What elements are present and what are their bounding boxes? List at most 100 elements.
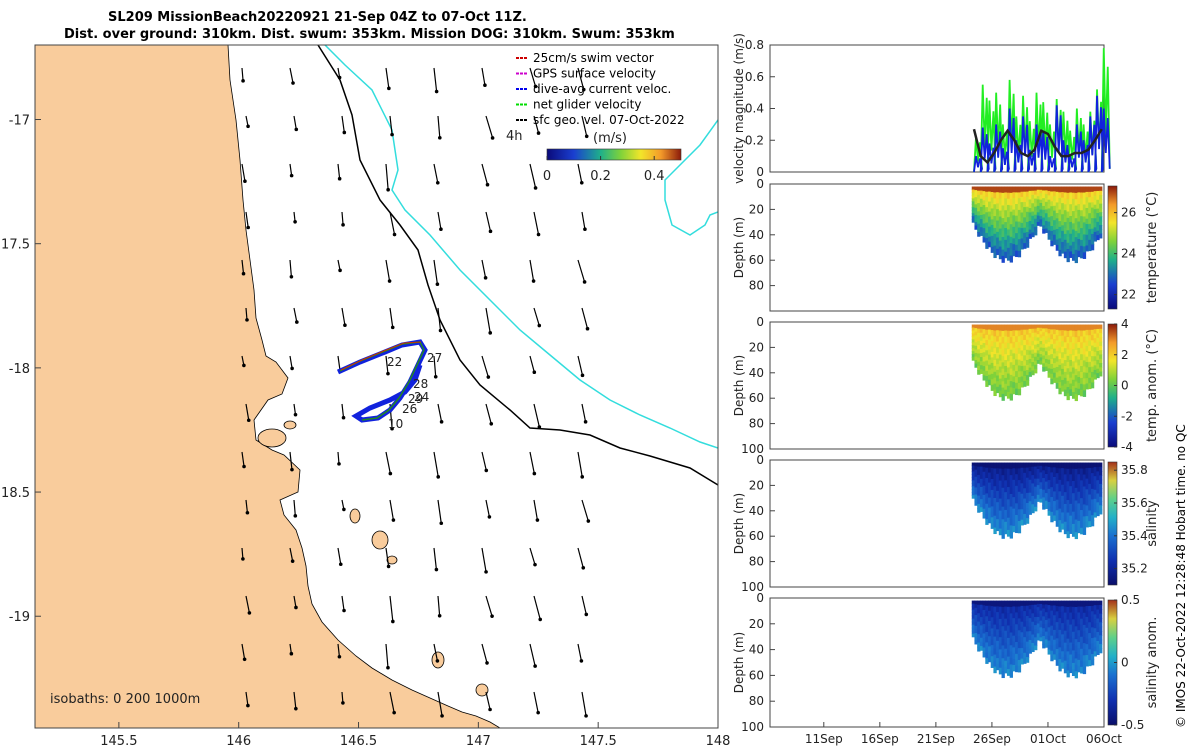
velocity-vector <box>433 259 438 285</box>
velocity-vector-head <box>293 412 298 417</box>
heatmap-cell <box>1050 230 1054 237</box>
y-tick-label: 80 <box>749 694 764 708</box>
heatmap-cell <box>1058 647 1062 654</box>
heatmap-cell <box>1069 324 1073 332</box>
heatmap-cell <box>987 191 992 198</box>
heatmap-cell <box>982 347 986 353</box>
velocity-vector <box>289 355 293 369</box>
heatmap-cell <box>1042 643 1046 649</box>
heatmap-cell <box>1001 619 1005 627</box>
heatmap-cell <box>1012 618 1016 625</box>
velocity-vector <box>337 547 342 565</box>
heatmap-cell <box>1050 462 1054 469</box>
heatmap-cell <box>1020 642 1024 649</box>
heatmap-cell <box>1034 604 1038 610</box>
heatmap-cell <box>1071 468 1076 476</box>
heatmap-cell <box>993 210 997 217</box>
heatmap-cell <box>1074 368 1078 376</box>
heatmap-cell <box>1080 666 1084 674</box>
heatmap-cell <box>1088 361 1092 368</box>
heatmap-cell <box>1077 515 1081 522</box>
heatmap-cell <box>1050 225 1054 232</box>
velocity-vector-head <box>579 180 584 185</box>
heatmap-cell <box>1042 340 1046 345</box>
heatmap-cell <box>1015 336 1019 343</box>
heatmap-cell <box>1034 641 1038 647</box>
heatmap-cell <box>1009 236 1013 244</box>
heatmap-cell <box>1069 233 1073 241</box>
velocity-vector-head <box>536 232 541 237</box>
heatmap-cell <box>1063 186 1068 194</box>
heatmap-cell <box>1012 647 1016 654</box>
heatmap-cell <box>1025 610 1030 617</box>
heatmap-cell <box>1042 221 1046 226</box>
heatmap-cell <box>1069 624 1073 632</box>
time-marker-label: 4h <box>506 129 523 144</box>
heatmap-cell <box>1085 378 1089 385</box>
heatmap-cell <box>1069 648 1073 656</box>
heatmap-cell <box>1099 190 1103 196</box>
heatmap-cell <box>974 640 978 645</box>
heatmap-cell <box>1066 349 1070 357</box>
heatmap-cell <box>982 237 986 243</box>
heatmap-cell <box>1006 349 1011 356</box>
y-tick-label: 40 <box>749 504 764 518</box>
heatmap-cell <box>1015 520 1019 528</box>
heatmap-cell <box>1061 634 1065 641</box>
heatmap-cell <box>1009 381 1013 388</box>
heatmap-cell <box>1090 643 1095 650</box>
heatmap-cell <box>1096 609 1100 615</box>
heatmap-cell <box>998 390 1003 398</box>
heatmap-cell <box>1001 481 1005 489</box>
heatmap-cell <box>1074 506 1078 514</box>
heatmap-cell <box>971 210 976 214</box>
heatmap-cell <box>1001 500 1005 508</box>
heatmap-cell <box>977 332 981 338</box>
heatmap-cell <box>1044 328 1049 333</box>
heatmap-cell <box>1085 500 1089 507</box>
heatmap-cell <box>1061 517 1065 525</box>
velocity-vector-head <box>343 323 347 327</box>
heatmap-cell <box>1085 467 1089 474</box>
velocity-vector-head <box>246 225 250 230</box>
heatmap-cell <box>1088 383 1092 390</box>
heatmap-cell <box>1096 373 1100 379</box>
velocity-vector-head <box>440 714 444 718</box>
heatmap-cell <box>1017 198 1022 205</box>
heatmap-cell <box>1017 336 1022 343</box>
velocity-vector-head <box>342 130 347 135</box>
heatmap-cell <box>979 507 984 512</box>
heatmap-cell <box>990 368 995 375</box>
heatmap-cell <box>1093 186 1097 192</box>
velocity-vector <box>289 163 293 176</box>
heatmap-cell <box>1088 643 1092 650</box>
heatmap-cell <box>1020 324 1024 331</box>
heatmap-cell <box>1031 324 1035 330</box>
heatmap-cell <box>1012 353 1016 360</box>
heatmap-cell <box>1071 355 1076 362</box>
heatmap-cell <box>1090 233 1095 240</box>
heatmap-cell <box>1015 388 1019 396</box>
heatmap-cell <box>971 219 976 223</box>
heatmap-cell <box>1099 505 1103 511</box>
heatmap-cell <box>1061 324 1065 331</box>
heatmap-cell <box>1004 666 1008 674</box>
heatmap-cell <box>993 324 997 332</box>
heatmap-cell <box>1001 230 1005 238</box>
heatmap-cell <box>1012 479 1016 487</box>
heatmap-cell <box>1025 631 1030 638</box>
y-tick-label: 60 <box>749 253 764 267</box>
heatmap-cell <box>1004 210 1008 217</box>
heatmap-cell <box>1093 204 1097 210</box>
heatmap-cell <box>1050 373 1054 380</box>
heatmap-cell <box>1034 621 1038 626</box>
heatmap-cell <box>993 251 997 259</box>
heatmap-cell <box>1012 508 1016 515</box>
heatmap-cell <box>1093 462 1097 468</box>
heatmap-cell <box>1099 466 1103 472</box>
heatmap-cell <box>1058 664 1062 672</box>
heatmap-cell <box>1034 328 1038 334</box>
heatmap-cell <box>1061 651 1065 658</box>
heatmap-cell <box>1042 336 1046 341</box>
